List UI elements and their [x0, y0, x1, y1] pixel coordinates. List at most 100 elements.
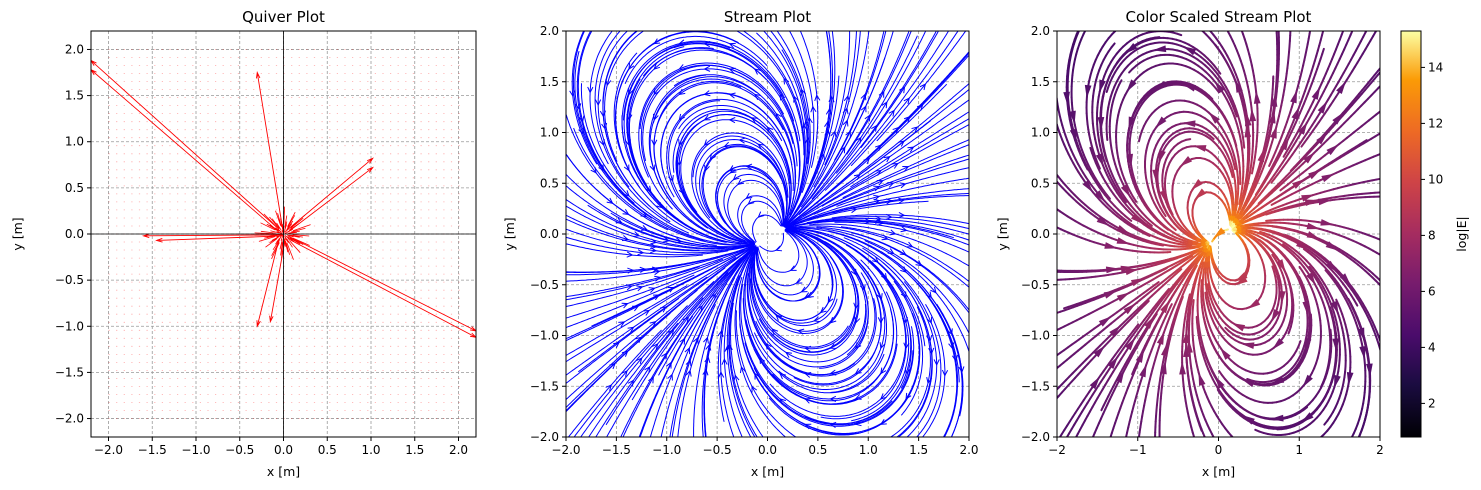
color-streamline-segment [1225, 26, 1226, 27]
streamline-arrow [877, 317, 884, 324]
streamline [629, 49, 767, 186]
color-streamline-arrow [1302, 374, 1313, 388]
color-streamline-arrow [1125, 337, 1136, 351]
color-streamline-segment [1323, 25, 1324, 30]
color-streamline-arrow [1096, 216, 1110, 226]
stream-title: Stream Plot [724, 8, 811, 26]
color-streamline-segment [1206, 283, 1210, 289]
color-stream-panel: −2 −1 0 1 2 −2.0−1.5−1.0−0.50.00.51.01.52.0 … [995, 8, 1384, 479]
x-tick-label: 1.0 [859, 443, 878, 457]
streamline-arrow [639, 266, 647, 273]
color-streamline-arrow [1270, 414, 1284, 422]
color-streamline-segment [1381, 81, 1384, 85]
color-streamline-arrow [1270, 93, 1278, 107]
stream-ylabel: y [m] [502, 217, 517, 250]
color-streamline-arrow [1303, 151, 1316, 164]
y-tick-label: 2.0 [540, 24, 559, 38]
y-tick-label: −0.5 [530, 278, 559, 292]
quiver-arrow [269, 238, 286, 324]
streamline-arrow [806, 116, 813, 124]
color-streamline-arrow [1161, 342, 1168, 357]
streamline-arrow [636, 285, 644, 292]
x-tick-label: −2.0 [551, 443, 580, 457]
streamline-arrow [595, 99, 602, 107]
streamline-arrow [644, 365, 651, 373]
color-streamline-arrow [1089, 376, 1100, 390]
color-streamline-segment [1054, 114, 1055, 119]
y-tick-label: −1.0 [530, 329, 559, 343]
y-tick-label: −0.5 [55, 273, 84, 287]
streamline-arrow [648, 287, 656, 293]
x-tick-label: 0.5 [318, 443, 337, 457]
color-streamline-segment [1201, 346, 1206, 354]
streamline-arrow [728, 92, 736, 99]
streamline-arrow [926, 316, 933, 324]
streamline-arrow [667, 286, 675, 293]
streamline-arrow [810, 105, 817, 113]
color-streamline-segment [1319, 436, 1322, 437]
streamline-arrow [803, 120, 810, 128]
color-streamline-arrow [1346, 371, 1354, 386]
color-streamline-segment [1203, 244, 1210, 249]
y-tick-label: 1.0 [540, 126, 559, 140]
color-streamline-segment [1218, 370, 1224, 377]
streamline-arrow [919, 83, 927, 91]
color-streamline-arrow [1069, 110, 1076, 125]
streamline-arrow [750, 117, 758, 124]
y-tick-label: 0.5 [540, 176, 559, 190]
color-streamline-segment [1192, 240, 1199, 244]
color-streamline-segment [1135, 323, 1140, 328]
color-streamline-arrow [1099, 79, 1106, 94]
streamline [880, 251, 963, 437]
color-streamline-arrow [1182, 46, 1197, 56]
streamline-arrow [618, 321, 626, 328]
color-streamline-arrow [1311, 86, 1321, 100]
color-streamline-segment [1128, 67, 1134, 74]
streamline-arrow [723, 141, 731, 148]
x-tick-label: 1.5 [909, 443, 928, 457]
color-streamline-segment [1104, 155, 1108, 163]
quiver-arrow [91, 69, 280, 233]
color-streamline-segment [1084, 163, 1089, 171]
streamline-arrow [754, 68, 761, 75]
color-streamline-segment [1357, 434, 1361, 437]
streamline-arrow [650, 243, 658, 250]
streamline-arrow [899, 182, 907, 189]
streamline-arrow [881, 101, 888, 109]
streamline-arrow [842, 119, 849, 127]
color-streamline-segment [1057, 368, 1058, 370]
color-streamline-segment [1224, 326, 1230, 333]
color-streamline-arrow [1130, 277, 1145, 287]
color-streamline-segment [1057, 226, 1058, 229]
x-tick-label: −1.5 [602, 443, 631, 457]
streamline-arrow [829, 317, 837, 324]
color-streamline-segment [1351, 31, 1354, 32]
color-streamline-segment [1163, 225, 1170, 231]
streamline [876, 31, 967, 142]
quiver-y-ticks: −2.0 −1.5 −1.0 −0.5 0.0 0.5 1.0 1.5 2.0 [55, 42, 91, 426]
streamline [752, 214, 782, 243]
color-streamline-arrow [1116, 292, 1130, 302]
color-streamline-segment [1201, 31, 1204, 32]
streamline [623, 42, 795, 122]
color-streamline-segment [1137, 135, 1142, 143]
color-streamline-arrow [1094, 190, 1106, 203]
color-streamline-segment [1109, 438, 1111, 443]
streamline-arrow [930, 286, 937, 294]
y-tick-label: 2.0 [65, 42, 84, 56]
streamline-arrow [667, 373, 673, 381]
streamline-arrow [880, 367, 887, 375]
streamline-arrow [941, 369, 949, 377]
color-streamline-segment [1196, 26, 1198, 28]
streamline-arrow [660, 306, 667, 313]
streamline-arrow [958, 366, 965, 374]
color-streamline-segment [1164, 287, 1170, 294]
x-tick-label: 0.5 [808, 443, 827, 457]
streamline-arrow [621, 370, 628, 377]
color-streamline-segment [1287, 330, 1291, 335]
quiver-arrow [287, 166, 374, 233]
streamline-arrow [621, 302, 629, 309]
streamline-arrow [679, 337, 686, 345]
streamline-arrow [635, 336, 643, 343]
color-streamline-arrow [1231, 323, 1246, 332]
